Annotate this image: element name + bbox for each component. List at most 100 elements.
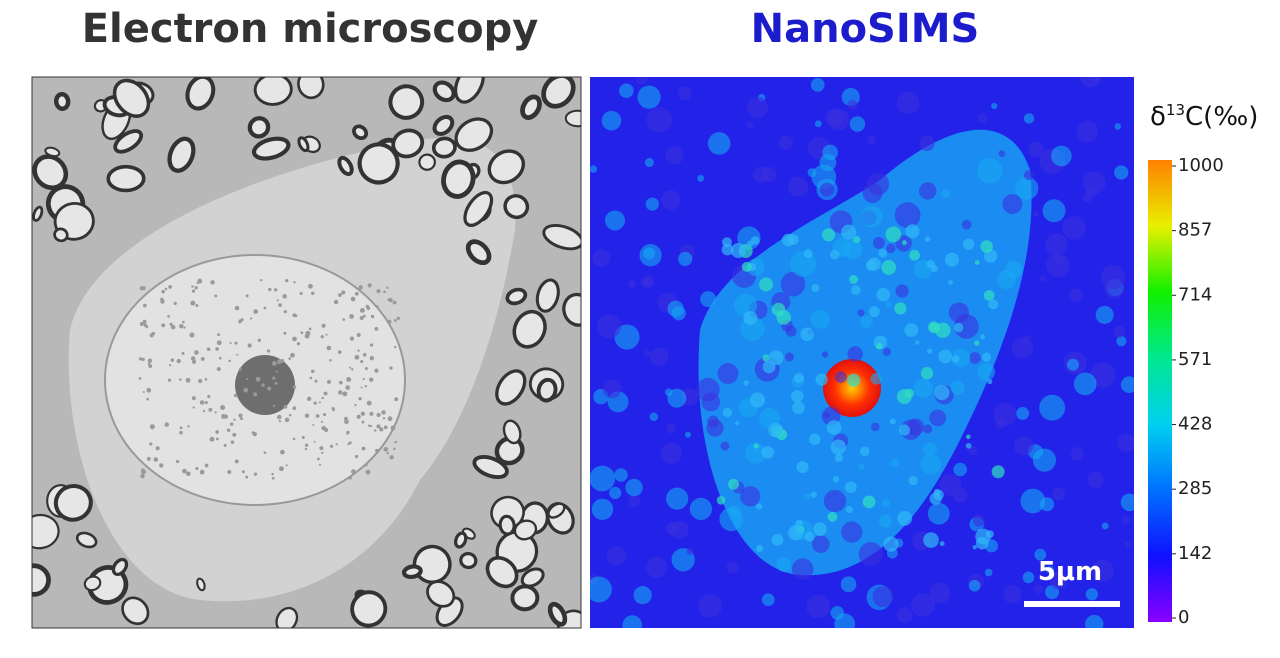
granule xyxy=(167,378,172,382)
speckle xyxy=(628,495,641,508)
granule xyxy=(268,287,272,292)
speckle xyxy=(1091,559,1114,583)
granule xyxy=(161,289,165,294)
speckle xyxy=(914,340,920,345)
speckle xyxy=(809,433,821,445)
granule xyxy=(238,413,243,418)
label-rest: C(‰) xyxy=(1185,102,1258,132)
granule xyxy=(202,409,206,413)
colorbar xyxy=(1148,160,1172,622)
granule xyxy=(294,314,298,318)
granule xyxy=(206,347,211,351)
axon xyxy=(337,155,354,177)
axon xyxy=(498,514,516,536)
granule xyxy=(374,326,379,331)
axon xyxy=(494,436,525,466)
granule xyxy=(323,391,328,396)
granule xyxy=(278,303,282,308)
axon xyxy=(441,159,476,199)
granule xyxy=(321,323,326,328)
granule xyxy=(354,291,359,296)
granule xyxy=(350,368,354,371)
speckle xyxy=(649,347,669,367)
speckle xyxy=(1042,199,1066,223)
granule xyxy=(149,424,155,430)
granule xyxy=(146,387,152,393)
axon xyxy=(112,78,151,118)
granule xyxy=(179,430,183,435)
granule xyxy=(318,401,321,404)
axon xyxy=(564,109,581,128)
granule xyxy=(240,318,244,322)
speckle xyxy=(1039,394,1066,421)
speckle xyxy=(768,422,783,438)
speckle xyxy=(1022,571,1035,584)
speckle xyxy=(701,392,721,412)
speckle xyxy=(810,491,817,498)
nanosims-image xyxy=(590,77,1134,628)
speckle xyxy=(821,351,829,358)
speckle xyxy=(1052,487,1065,501)
speckle xyxy=(1085,588,1099,601)
granule xyxy=(321,396,324,400)
speckle xyxy=(771,533,784,546)
granule xyxy=(348,441,352,445)
granule xyxy=(310,369,315,374)
speckle xyxy=(904,388,915,399)
speckle xyxy=(977,362,996,381)
granule xyxy=(285,278,289,283)
granule xyxy=(288,413,292,417)
granule xyxy=(300,331,304,335)
speckle xyxy=(1114,165,1129,180)
speckle xyxy=(697,174,705,182)
speckle xyxy=(819,182,834,197)
speckle xyxy=(1113,325,1126,338)
granule xyxy=(292,385,297,389)
granule xyxy=(194,350,199,355)
granule xyxy=(304,413,310,418)
speckle xyxy=(666,423,676,434)
granule xyxy=(394,397,399,402)
speckle xyxy=(746,96,769,118)
speckle xyxy=(776,557,791,572)
speckle xyxy=(911,593,935,617)
speckle xyxy=(810,309,830,329)
granule xyxy=(215,430,219,434)
speckle xyxy=(803,492,811,500)
speckle xyxy=(1011,337,1034,359)
axon xyxy=(432,80,456,103)
speckle xyxy=(972,545,977,550)
granule xyxy=(362,353,367,357)
granule xyxy=(320,335,324,339)
granule xyxy=(164,422,170,427)
speckle xyxy=(849,274,859,284)
granule xyxy=(394,440,397,444)
granule xyxy=(376,424,381,429)
granule xyxy=(190,356,196,361)
granule xyxy=(283,310,287,314)
axon xyxy=(53,483,93,522)
speckle xyxy=(792,401,805,415)
speckle xyxy=(968,579,981,592)
speckle xyxy=(646,556,668,578)
granule xyxy=(360,411,365,416)
speckle xyxy=(614,468,628,482)
axon xyxy=(547,601,568,627)
speckle xyxy=(979,334,986,340)
speckle xyxy=(1054,254,1064,264)
granule xyxy=(226,428,231,432)
granule xyxy=(325,333,328,336)
granule xyxy=(370,425,373,428)
axon xyxy=(520,567,545,588)
granule xyxy=(292,437,296,441)
speckle xyxy=(596,314,622,339)
axon xyxy=(513,519,538,541)
granule xyxy=(149,442,153,446)
colorbar-tick-label: 857 xyxy=(1178,220,1212,241)
granule xyxy=(204,401,208,405)
axon xyxy=(453,531,468,549)
speckle xyxy=(896,607,913,624)
speckle xyxy=(722,407,733,418)
granule xyxy=(375,448,380,454)
speckle xyxy=(678,251,693,267)
